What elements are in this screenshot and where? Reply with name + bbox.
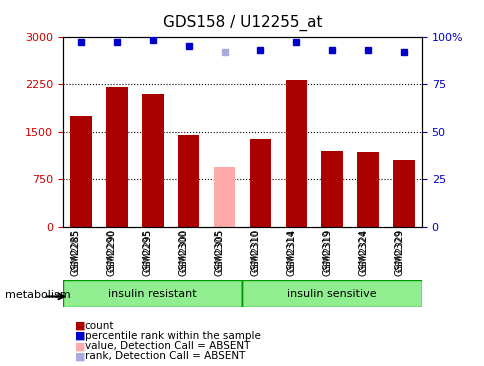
Bar	[249, 139, 271, 227]
Text: ■: ■	[75, 331, 86, 341]
Text: GSM2305: GSM2305	[215, 229, 224, 272]
Bar	[393, 160, 414, 227]
Text: GSM2324: GSM2324	[357, 229, 367, 276]
Bar	[178, 135, 199, 227]
Text: GSM2329: GSM2329	[394, 229, 403, 272]
Text: GSM2329: GSM2329	[393, 229, 403, 276]
Text: value, Detection Call = ABSENT: value, Detection Call = ABSENT	[85, 341, 250, 351]
Text: GSM2319: GSM2319	[322, 229, 332, 272]
Text: rank, Detection Call = ABSENT: rank, Detection Call = ABSENT	[85, 351, 245, 362]
Text: ■: ■	[75, 351, 86, 362]
Bar	[285, 80, 306, 227]
Text: GSM2310: GSM2310	[251, 229, 260, 272]
Bar	[106, 87, 127, 227]
Text: ■: ■	[75, 341, 86, 351]
Bar	[213, 167, 235, 227]
Text: GSM2285: GSM2285	[71, 229, 81, 276]
Text: insulin sensitive: insulin sensitive	[287, 289, 376, 299]
Text: GSM2300: GSM2300	[178, 229, 188, 276]
Text: GSM2314: GSM2314	[287, 229, 296, 272]
Bar	[70, 116, 91, 227]
Text: count: count	[85, 321, 114, 331]
Text: GSM2285: GSM2285	[72, 229, 81, 272]
Text: GSM2290: GSM2290	[106, 229, 117, 276]
Text: percentile rank within the sample: percentile rank within the sample	[85, 331, 260, 341]
Text: GSM2324: GSM2324	[358, 229, 367, 272]
Text: GSM2290: GSM2290	[107, 229, 117, 272]
Bar	[357, 152, 378, 227]
Text: GSM2305: GSM2305	[214, 229, 224, 276]
FancyBboxPatch shape	[242, 280, 421, 307]
Text: ■: ■	[75, 321, 86, 331]
Text: GSM2310: GSM2310	[250, 229, 260, 276]
Text: GDS158 / U12255_at: GDS158 / U12255_at	[163, 15, 321, 31]
Text: metabolism: metabolism	[5, 290, 70, 300]
Text: GSM2295: GSM2295	[143, 229, 152, 272]
Text: GSM2314: GSM2314	[286, 229, 296, 276]
Text: GSM2295: GSM2295	[142, 229, 152, 276]
Text: GSM2300: GSM2300	[179, 229, 188, 272]
Text: GSM2319: GSM2319	[321, 229, 332, 276]
Text: insulin resistant: insulin resistant	[108, 289, 197, 299]
Bar	[142, 94, 163, 227]
Bar	[321, 151, 342, 227]
FancyBboxPatch shape	[63, 280, 242, 307]
